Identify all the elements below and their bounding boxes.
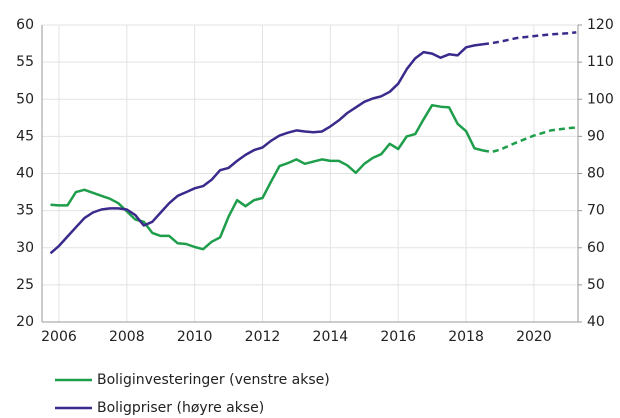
x-tick-label: 2012	[245, 329, 281, 345]
y-tick-label: 55	[16, 54, 34, 70]
y2-tick-label: 80	[587, 166, 605, 182]
y2-tick-label: 120	[587, 17, 614, 33]
y-tick-label: 35	[16, 203, 34, 219]
y-tick-label: 25	[16, 277, 34, 293]
y-tick-label: 20	[16, 314, 34, 330]
y2-tick-label: 110	[587, 54, 614, 70]
y-tick-label: 45	[16, 128, 34, 144]
x-tick-label: 2016	[380, 329, 416, 345]
y-tick-label: 50	[16, 91, 34, 107]
series-line	[482, 126, 577, 154]
legend-label: Boligpriser (høyre akse)	[97, 400, 264, 416]
legend-label: Boliginvesteringer (venstre akse)	[97, 372, 330, 388]
y-tick-label: 30	[16, 240, 34, 256]
y2-tick-label: 40	[587, 314, 605, 330]
y-tick-label: 60	[16, 17, 34, 33]
series-line	[50, 103, 484, 251]
x-tick-label: 2006	[41, 329, 77, 345]
x-tick-label: 2008	[109, 329, 145, 345]
series-line	[482, 31, 577, 46]
x-tick-label: 2018	[448, 329, 484, 345]
y2-tick-label: 100	[587, 91, 614, 107]
y2-tick-label: 70	[587, 203, 605, 219]
series-line	[49, 43, 484, 255]
y2-tick-label: 90	[587, 128, 605, 144]
y-tick-label: 40	[16, 166, 34, 182]
y2-tick-label: 50	[587, 277, 605, 293]
x-tick-label: 2020	[516, 329, 552, 345]
x-tick-label: 2014	[313, 329, 349, 345]
x-tick-label: 2010	[177, 329, 213, 345]
y2-tick-label: 60	[587, 240, 605, 256]
